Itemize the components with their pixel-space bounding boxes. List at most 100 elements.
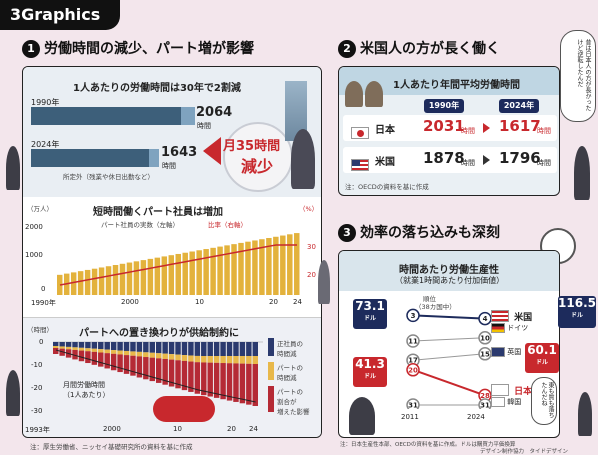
xtick-10: 10	[173, 425, 182, 433]
substitution-bar	[78, 347, 85, 351]
substitution-bar	[65, 346, 72, 350]
legend-fulltime: 正社員の 時間減	[277, 338, 303, 358]
legend-share-swatch	[268, 386, 274, 412]
substitution-bar	[168, 354, 175, 360]
substitution-bar	[246, 363, 252, 405]
substitution-bar	[213, 356, 220, 363]
substitution-bar	[188, 361, 194, 392]
section2-number: 2	[338, 40, 356, 58]
substitution-bar	[85, 342, 91, 349]
substitution-bar	[104, 342, 110, 350]
row-us-country: 米国	[375, 157, 395, 168]
substitution-bar	[162, 342, 168, 354]
substitution-bar	[117, 342, 123, 351]
callout-line2: 減少	[241, 157, 274, 176]
substitution-bar	[181, 342, 188, 356]
section2-panel: 1人あたり年間平均労働時間 1990年 2024年 日本 2031 時間 161…	[338, 66, 560, 196]
rank-value: 4	[483, 315, 488, 323]
country-label-uk: 英国	[491, 347, 521, 357]
section1-title-text: 労働時間の減少、パート増が影響	[44, 41, 254, 57]
substitution-bar	[91, 342, 98, 349]
part-timer-bar	[182, 252, 188, 295]
s3-xtick-2011: 2011	[401, 413, 419, 421]
section2-title-text: 米国人の方が長く働く	[360, 41, 500, 57]
person-illustration-mid	[318, 260, 330, 304]
hours-panel: 1人あたりの労働時間は30年で2割減 1990年 2064 時間 2024年 1…	[23, 67, 321, 197]
substitution-bar	[194, 342, 201, 356]
country-label-jp: 日本	[491, 379, 532, 398]
xtick-2000: 2000	[103, 425, 121, 433]
substitution-bar	[207, 356, 213, 363]
substitution-bar	[98, 349, 104, 353]
substitution-bar	[123, 355, 130, 374]
decrease-arrow-icon	[203, 137, 221, 165]
us-2024-unit: ドル	[570, 312, 583, 319]
part-timer-bar	[245, 241, 251, 295]
substitution-bar	[168, 359, 175, 387]
rank-value: 17	[408, 357, 418, 365]
rank-dot	[406, 334, 420, 348]
xtick-1993: 1993年	[25, 426, 50, 434]
person-illustration-left2	[6, 370, 20, 416]
country-uk-text: 英国	[507, 348, 522, 356]
substitution-bar	[226, 356, 233, 364]
substitution-bar	[59, 342, 65, 347]
substitution-bar	[201, 342, 207, 356]
hours-bar-1990-overtime	[181, 107, 195, 125]
ytick-20: -20	[31, 384, 43, 392]
us-2024-value: 116.5	[558, 296, 596, 310]
substitution-bar	[233, 356, 239, 364]
substitution-bar	[136, 342, 143, 352]
s3-header-band	[339, 251, 559, 291]
rank-value: 20	[408, 366, 418, 374]
substitution-bar	[130, 342, 136, 352]
section2-title: 2 米国人の方が長く働く	[338, 38, 500, 58]
row-japan-1990: 2031	[423, 117, 465, 135]
legend-share-line2: 割合が	[277, 398, 297, 406]
part-timer-bar	[140, 260, 147, 295]
part-timer-bar	[147, 258, 154, 295]
substitution-bar	[175, 342, 181, 355]
s2-headline: 1人あたり年間平均労働時間	[393, 80, 520, 91]
substitution-bar	[181, 360, 188, 391]
x-tick-1990: 1990年	[31, 299, 56, 307]
x-tick-24: 24	[293, 298, 302, 306]
country-jp-text: 日本	[514, 387, 533, 397]
substitution-bar	[91, 348, 98, 352]
substitution-bar	[201, 356, 207, 363]
substitution-bar	[233, 342, 239, 356]
part-timer-bar	[217, 246, 223, 295]
substitution-bar	[110, 342, 117, 351]
part-timer-bar	[196, 250, 202, 295]
part-timer-chart-panel: 短時間働くパート社員は増加 （万人） （%） パート社員の実数（左軸） 比率（右…	[23, 201, 321, 313]
overtime-note: 所定外（残業や休日出勤など）	[63, 173, 154, 181]
substitution-bar	[149, 342, 155, 353]
legend-fulltime-swatch	[268, 338, 274, 356]
substitution-bar	[220, 363, 226, 400]
footnote1: 注：厚生労働省、ニッセイ基礎研究所の資料を基に作成	[30, 443, 193, 451]
hours-1990-unit: 時間	[197, 122, 211, 130]
part-timer-bar	[203, 249, 209, 295]
rank-value: 10	[480, 334, 490, 342]
rank-value: 31	[408, 402, 418, 410]
substitution-bar	[59, 346, 65, 349]
substitution-bar	[91, 351, 98, 365]
rank-label2: （38カ国中）	[415, 303, 456, 311]
rank-line	[412, 353, 486, 361]
s3-xtick-2024: 2024	[467, 413, 485, 421]
legend-parttime-swatch	[268, 362, 274, 380]
us-2011-value: 73.1	[355, 299, 385, 313]
jp-2024-tag: 60.1 ドル	[525, 343, 559, 373]
right-axis-unit: （%）	[299, 205, 319, 213]
legend-bar-text: パート社員の実数	[101, 221, 153, 229]
substitution-bar	[246, 342, 252, 356]
substitution-bar	[110, 350, 117, 354]
arrow-right-icon-us	[483, 155, 490, 165]
substitution-bar	[117, 354, 123, 373]
row-us-unit2: 時間	[537, 159, 551, 167]
person-illustration-right1	[574, 146, 590, 200]
part-timer-bar	[91, 268, 98, 295]
year-1990-label: 1990年	[31, 98, 60, 107]
country-kr-text: 韓国	[507, 398, 522, 406]
